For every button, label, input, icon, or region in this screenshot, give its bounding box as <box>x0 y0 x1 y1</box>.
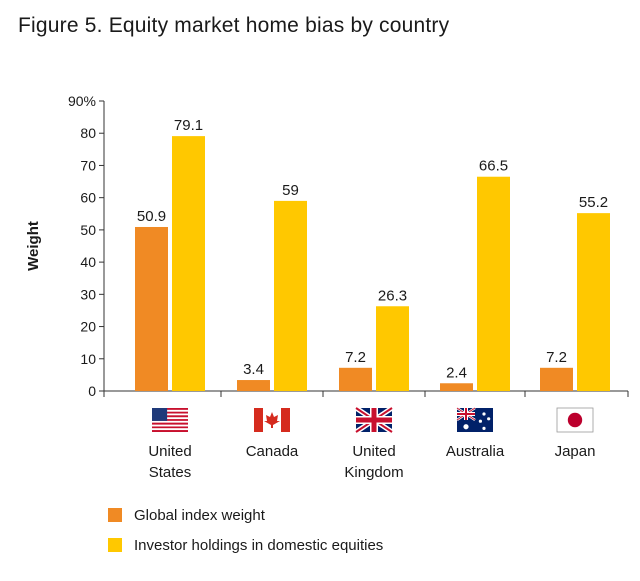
data-label: 55.2 <box>579 194 608 211</box>
data-label: 7.2 <box>546 349 567 366</box>
y-tick-label: 80 <box>80 125 96 141</box>
data-label: 50.9 <box>137 208 166 225</box>
flag-star <box>482 412 486 416</box>
data-label: 26.3 <box>378 287 407 304</box>
flag-disc <box>567 412 583 428</box>
flag-band <box>254 408 263 432</box>
bar-global-index <box>237 380 270 391</box>
legend-swatch-global-index <box>108 508 122 522</box>
flag-stripe <box>152 428 188 431</box>
flag-cross-red <box>356 417 392 423</box>
flag-stripe <box>152 409 188 412</box>
bar-global-index <box>540 367 573 391</box>
bar-investor-holdings <box>477 176 510 391</box>
flag-star <box>463 424 469 430</box>
bar-investor-holdings <box>274 200 307 391</box>
flag-stripe <box>152 426 188 429</box>
canada-flag-icon <box>254 408 290 432</box>
australia-flag-icon <box>456 406 493 432</box>
flag-stripe <box>152 415 188 418</box>
flag-stripe <box>152 411 188 414</box>
chart-title: Figure 5. Equity market home bias by cou… <box>18 14 450 37</box>
flag-star <box>482 426 486 430</box>
bar-global-index <box>339 367 372 391</box>
maple-leaf <box>264 412 280 428</box>
uk-flag-icon <box>354 405 394 435</box>
category-label: United <box>148 443 191 460</box>
bar-investor-holdings <box>577 213 610 391</box>
category-label: States <box>149 464 192 481</box>
y-tick-label: 60 <box>80 190 96 206</box>
data-label: 3.4 <box>243 361 264 378</box>
flag-band <box>281 408 290 432</box>
flag-star <box>478 419 482 423</box>
y-tick-label: 90% <box>68 93 96 109</box>
flag-canton <box>152 408 168 421</box>
flag-cross-red <box>457 413 475 415</box>
data-label: 79.1 <box>174 117 203 134</box>
data-label: 66.5 <box>479 158 508 175</box>
flag-stripe <box>152 422 188 425</box>
y-tick-label: 20 <box>80 319 96 335</box>
y-tick-label: 40 <box>80 254 96 270</box>
legend-label-global-index: Global index weight <box>134 506 265 524</box>
category-label: United <box>352 443 395 460</box>
flag-stripe <box>152 430 188 432</box>
y-tick-label: 70 <box>80 157 96 173</box>
category-label: Australia <box>446 443 505 460</box>
category-label: Kingdom <box>344 464 403 481</box>
flag-stripe <box>152 420 188 423</box>
japan-flag-icon <box>556 407 594 433</box>
legend-item-investor-holdings: Investor holdings in domestic equities <box>108 530 383 560</box>
bar-global-index <box>135 226 168 391</box>
y-tick-label: 0 <box>88 383 96 399</box>
legend: Global index weight Investor holdings in… <box>108 500 383 560</box>
bar-investor-holdings <box>376 306 409 391</box>
flag-stripe <box>152 419 188 421</box>
legend-swatch-investor-holdings <box>108 538 122 552</box>
legend-label-investor-holdings: Investor holdings in domestic equities <box>134 536 384 554</box>
bar-investor-holdings <box>172 136 205 391</box>
flag-stripe <box>152 408 188 410</box>
category-label: Canada <box>246 443 299 460</box>
category-label: Japan <box>555 443 596 460</box>
data-label: 59 <box>282 182 299 199</box>
flag-stripe <box>152 424 188 427</box>
y-axis-label: Weight <box>25 221 42 271</box>
data-label: 7.2 <box>345 349 366 366</box>
flag-stripe <box>152 413 188 416</box>
bar-chart: 0 10 20 30 40 50 60 70 80 90% Weight 50.9 79.1 United… <box>25 93 629 481</box>
data-label: 2.4 <box>446 364 467 381</box>
y-tick-label: 50 <box>80 222 96 238</box>
y-tick-label: 30 <box>80 286 96 302</box>
flag-stripe <box>152 417 188 420</box>
y-tick-label: 10 <box>80 351 96 367</box>
bar-global-index <box>440 383 473 391</box>
us-flag-icon <box>152 408 188 432</box>
legend-item-global-index: Global index weight <box>108 500 383 530</box>
flag-star <box>487 417 491 421</box>
